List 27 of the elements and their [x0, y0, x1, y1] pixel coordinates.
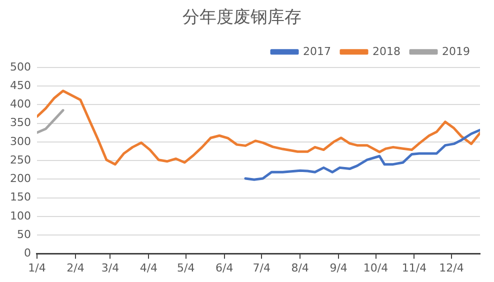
- x-tick-label: 8/4: [291, 261, 309, 274]
- y-tick-label: 300: [10, 134, 31, 148]
- x-tick-label: 3/4: [101, 261, 120, 274]
- legend-label: 2019: [442, 44, 470, 58]
- y-tick-label: 200: [10, 172, 31, 186]
- chart-title: 分年度废钢库存: [182, 8, 302, 28]
- y-tick-label: 100: [10, 209, 31, 222]
- y-tick-label: 350: [10, 116, 31, 130]
- x-tick-label: 7/4: [252, 261, 270, 274]
- x-tick-label: 1/4: [28, 261, 46, 274]
- y-tick-label: 150: [10, 190, 31, 204]
- x-tick-label: 6/4: [216, 261, 234, 274]
- x-tick-label: 11/4: [402, 261, 427, 274]
- y-tick-label: 250: [10, 153, 31, 166]
- x-tick-label: 2/4: [66, 261, 84, 274]
- y-tick-label: 400: [10, 98, 31, 111]
- x-tick-label: 12/4: [439, 261, 464, 274]
- x-tick-label: 10/4: [363, 261, 388, 274]
- x-tick-label: 9/4: [330, 261, 348, 274]
- legend-label: 2017: [303, 44, 332, 58]
- y-tick-label: 50: [16, 228, 31, 242]
- y-tick-label: 0: [24, 246, 31, 260]
- x-tick-label: 4/4: [140, 261, 158, 274]
- legend-label: 2018: [372, 44, 401, 58]
- y-tick-label: 500: [10, 60, 31, 74]
- y-tick-label: 450: [10, 78, 31, 92]
- x-tick-label: 5/4: [177, 261, 195, 274]
